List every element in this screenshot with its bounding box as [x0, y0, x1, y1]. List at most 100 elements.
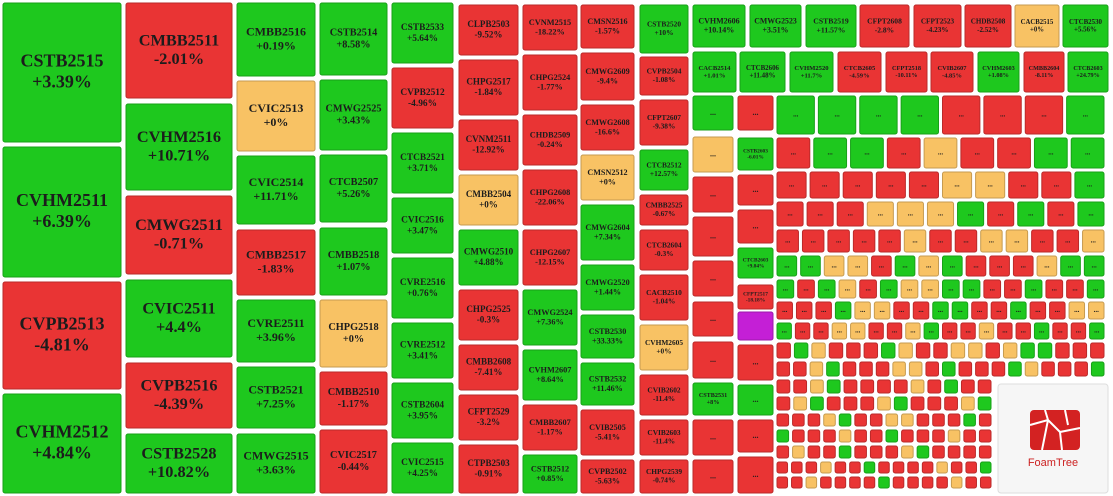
tile	[827, 229, 850, 253]
tile-label: CTCB2603	[743, 257, 769, 263]
tile-change: +3.95%	[407, 411, 438, 421]
tile-label: ...	[710, 471, 716, 480]
tile-label: ...	[902, 262, 908, 270]
tile-change: -2.8%	[875, 25, 894, 34]
tile	[854, 445, 867, 459]
tile	[1052, 322, 1068, 340]
tile-change: -1.08%	[653, 75, 676, 84]
tile-label: CVHM2603	[982, 65, 1015, 72]
tile-change: +11.71%	[253, 189, 298, 203]
tile	[960, 396, 975, 411]
tile	[236, 299, 316, 363]
tile	[1031, 229, 1054, 253]
tile-change: +12.57%	[650, 169, 678, 178]
tile-label: ...	[1085, 149, 1091, 157]
tile	[1015, 322, 1031, 340]
tile	[834, 461, 847, 474]
tile-label: ...	[959, 111, 965, 119]
tile-label: CSTB2512	[531, 464, 569, 473]
tile	[776, 95, 815, 135]
tile-change: -1.17%	[338, 399, 370, 410]
tile-label: CMWG2609	[585, 67, 629, 76]
tile-change: -18.22%	[535, 27, 565, 36]
tile-label: ...	[1031, 285, 1037, 293]
tile-label: ...	[1065, 237, 1071, 245]
tile	[975, 361, 989, 377]
tile	[391, 2, 454, 64]
tile-label: CVIB2602	[647, 386, 681, 395]
tile	[989, 255, 1010, 277]
tile	[916, 445, 930, 459]
tile	[806, 201, 834, 227]
tile	[977, 379, 992, 394]
tile	[836, 201, 864, 227]
tile	[522, 349, 578, 401]
tile-label: ...	[831, 262, 837, 270]
tile-change: +0.19%	[256, 38, 296, 52]
tile-change: +24.79%	[1076, 73, 1099, 79]
tile	[737, 456, 774, 494]
tile-label: ...	[989, 237, 995, 245]
tile	[831, 322, 848, 340]
tile	[319, 429, 388, 494]
tile-label: CVIC2513	[249, 101, 304, 115]
tile	[1010, 301, 1027, 320]
tile-label: CVIB2607	[937, 65, 967, 72]
tile	[639, 56, 689, 96]
tile	[854, 413, 867, 427]
tile-label: ...	[912, 237, 918, 245]
tile-change: -7.41%	[475, 367, 503, 377]
tile	[954, 229, 978, 253]
tile-label: ...	[954, 181, 960, 189]
tile-change: +7.36%	[536, 317, 564, 326]
tile	[925, 361, 940, 377]
tile	[2, 2, 122, 143]
tile	[807, 429, 821, 443]
tile-label: CVIC2517	[330, 450, 377, 461]
tile	[859, 361, 873, 377]
tile	[737, 419, 774, 453]
tile-label: CMWG2523	[754, 16, 797, 25]
tile	[854, 429, 867, 443]
tile	[823, 429, 836, 443]
tile	[1024, 361, 1039, 377]
tile	[805, 476, 818, 489]
tile	[983, 95, 1022, 135]
tile-label: ...	[784, 262, 790, 270]
tile	[978, 413, 992, 427]
tile	[793, 396, 808, 411]
tile	[522, 114, 578, 166]
tile-label: ...	[834, 111, 840, 119]
tile	[903, 229, 927, 253]
tile	[944, 379, 958, 394]
tile	[522, 54, 578, 111]
tile	[842, 361, 857, 377]
tile	[923, 322, 939, 340]
tile	[960, 379, 975, 394]
tile-change: -0.3%	[477, 315, 500, 325]
tile-label: ...	[1068, 262, 1074, 270]
tile	[776, 255, 798, 277]
tile-label: CVPB2516	[141, 375, 218, 394]
tile	[826, 379, 841, 394]
tile	[885, 413, 899, 427]
tile-label: ...	[879, 262, 885, 270]
tile-change: +4.84%	[32, 442, 92, 462]
tile	[737, 95, 774, 131]
tile	[1008, 171, 1039, 199]
tile	[580, 4, 635, 49]
tile-change: +6.39%	[32, 211, 92, 231]
tile-change: +8.58%	[336, 40, 370, 51]
tile	[859, 4, 910, 48]
tile-label: CSTB2515	[20, 51, 103, 71]
tile-change: -1.83%	[258, 261, 295, 275]
tile	[932, 445, 945, 459]
tile-label: CVHM2512	[16, 422, 109, 442]
tile	[391, 442, 454, 494]
tile-label: ...	[845, 285, 851, 293]
tile	[792, 445, 805, 459]
tile-label: ...	[818, 210, 824, 218]
tile	[1070, 137, 1105, 169]
tile-label: CVIC2511	[142, 298, 215, 317]
tile	[942, 279, 960, 299]
